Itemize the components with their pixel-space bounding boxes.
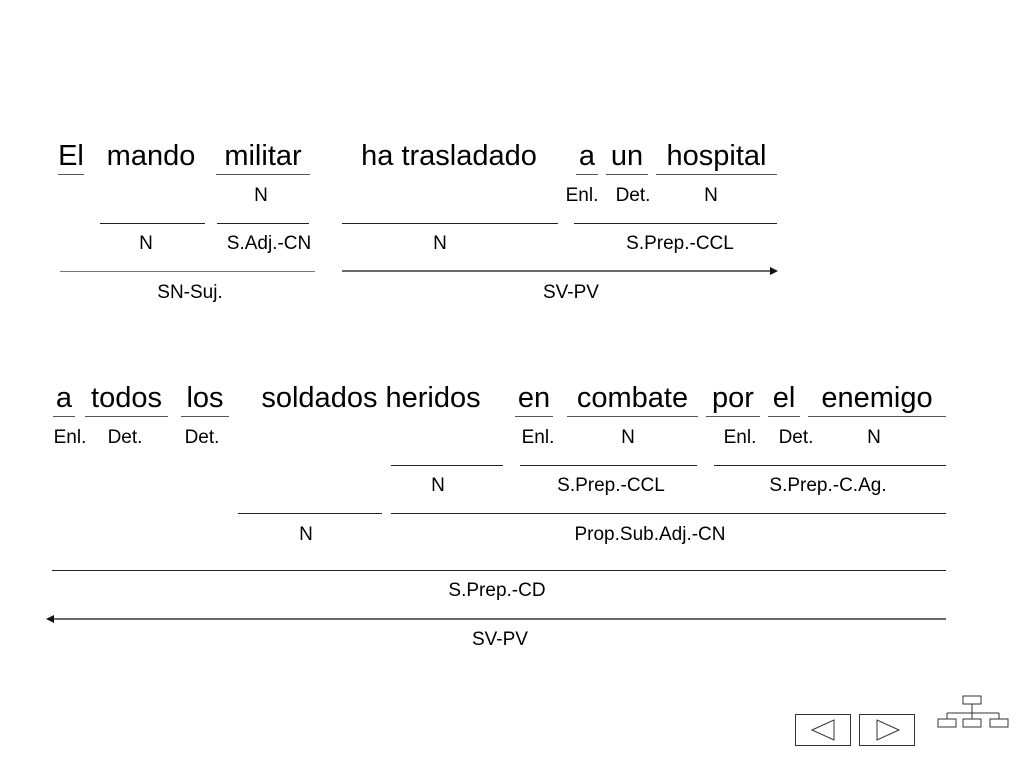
bracket-line: [574, 223, 777, 224]
label: N: [433, 233, 447, 254]
label: SV-PV: [472, 629, 528, 650]
word: hospital: [656, 140, 777, 175]
bracket-line: [714, 465, 946, 466]
word: por: [706, 382, 760, 417]
bracket-line: [60, 271, 315, 272]
arrow-left-line: [46, 615, 946, 623]
word: ha trasladado: [361, 140, 537, 172]
label: Enl.: [53, 427, 87, 448]
label: SV-PV: [543, 282, 599, 303]
word: a: [576, 140, 598, 175]
word: El: [58, 140, 84, 175]
label: S.Prep.-CCL: [626, 233, 734, 254]
label: S.Adj.-CN: [226, 233, 312, 254]
label: N: [299, 524, 313, 545]
label: Det.: [778, 427, 814, 448]
label: Det.: [184, 427, 220, 448]
previous-slide-button[interactable]: [795, 714, 851, 746]
label: Det.: [615, 185, 651, 206]
bracket-line: [391, 465, 503, 466]
word: militar: [216, 140, 310, 175]
label: S.Prep.-CCL: [557, 475, 665, 496]
label: Prop.Sub.Adj.-CN: [574, 524, 726, 545]
word: los: [181, 382, 229, 417]
word: combate: [567, 382, 698, 417]
label: SN-Suj.: [157, 282, 223, 303]
word: enemigo: [808, 382, 946, 417]
label: Enl.: [521, 427, 555, 448]
next-slide-button[interactable]: [859, 714, 915, 746]
word: el: [768, 382, 800, 417]
word: soldados heridos: [261, 382, 481, 414]
bracket-line: [238, 513, 382, 514]
triangle-left-icon: [810, 719, 835, 741]
label: S.Prep.-CD: [448, 580, 546, 601]
arrow-right-line: [342, 267, 778, 275]
bracket-line: [391, 513, 946, 514]
word: a: [53, 382, 75, 417]
label: N: [254, 185, 268, 206]
bracket-line: [342, 223, 558, 224]
bracket-line: [52, 570, 946, 571]
label: Det.: [107, 427, 143, 448]
word: en: [515, 382, 553, 417]
bracket-line: [100, 223, 205, 224]
label: N: [704, 185, 718, 206]
word: un: [606, 140, 648, 175]
label: S.Prep.-C.Ag.: [769, 475, 887, 496]
label: Enl.: [565, 185, 599, 206]
word: mando: [106, 140, 196, 172]
bracket-line: [520, 465, 697, 466]
label: Enl.: [723, 427, 757, 448]
label: N: [867, 427, 881, 448]
triangle-right-icon: [876, 719, 901, 741]
hierarchy-icon[interactable]: [936, 693, 1010, 733]
bracket-line: [217, 223, 309, 224]
word: todos: [85, 382, 168, 417]
label: N: [139, 233, 153, 254]
label: N: [431, 475, 445, 496]
label: N: [621, 427, 635, 448]
